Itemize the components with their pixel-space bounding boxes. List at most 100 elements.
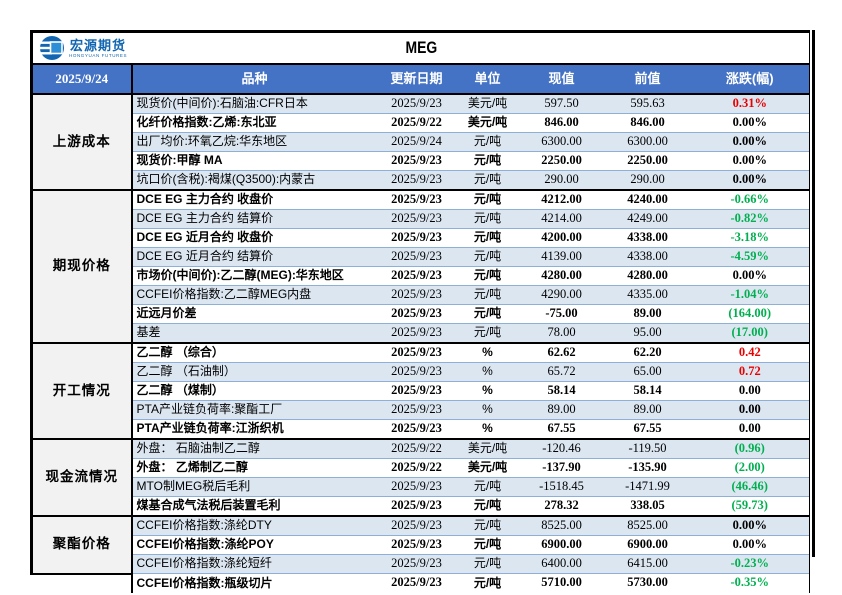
item-unit: % — [456, 342, 519, 363]
table-row: CCFEI价格指数:乙二醇MEG内盘 2025/9/23 元/吨 4290.00… — [32, 285, 810, 305]
item-current-value: 4290.00 — [518, 285, 605, 305]
item-change-value: 0.00 — [690, 419, 810, 439]
item-name: CCFEI价格指数:瓶级切片 — [130, 573, 377, 593]
item-change-value: 0.00% — [690, 535, 810, 555]
item-unit: % — [456, 400, 519, 420]
item-previous-value: 338.05 — [604, 496, 691, 516]
item-change-value: (17.00) — [690, 323, 810, 343]
table-row: 期现价格 DCE EG 主力合约 收盘价 2025/9/23 元/吨 4212.… — [30, 189, 810, 344]
item-update-date: 2025/9/23 — [376, 93, 457, 114]
item-change-value: -4.59% — [690, 247, 810, 267]
item-update-date: 2025/9/23 — [376, 151, 457, 171]
item-unit: % — [456, 381, 519, 401]
item-unit: 美元/吨 — [456, 113, 519, 133]
hongyuan-logo: 宏源期货 HONGYUAN FUTURES — [39, 35, 127, 61]
group-label: 开工情况 — [30, 342, 133, 440]
item-unit: 元/吨 — [456, 304, 519, 324]
item-previous-value: 6415.00 — [604, 554, 691, 574]
item-previous-value: 2250.00 — [604, 151, 691, 171]
item-name: 出厂均价:环氧乙烷:华东地区 — [130, 132, 377, 152]
item-unit: 元/吨 — [456, 496, 519, 516]
item-current-value: 58.14 — [518, 381, 605, 401]
item-name: DCE EG 主力合约 收盘价 — [130, 189, 377, 210]
item-name: CCFEI价格指数:乙二醇MEG内盘 — [130, 285, 377, 305]
item-name: 乙二醇 （石油制） — [130, 362, 377, 382]
col-header-update-date: 更新日期 — [376, 63, 457, 95]
table-row: CCFEI价格指数:涤纶POY 2025/9/23 元/吨 6900.00 69… — [32, 535, 810, 555]
item-update-date: 2025/9/23 — [376, 554, 457, 574]
table-row: CCFEI价格指数:涤纶短纤 2025/9/23 元/吨 6400.00 641… — [32, 554, 810, 574]
item-current-value: 2250.00 — [518, 151, 605, 171]
item-unit: % — [456, 419, 519, 439]
item-current-value: 278.32 — [518, 496, 605, 516]
item-unit: 元/吨 — [456, 151, 519, 171]
item-update-date: 2025/9/23 — [376, 362, 457, 382]
item-name: CCFEI价格指数:涤纶POY — [130, 535, 377, 555]
item-change-value: 0.00% — [690, 113, 810, 133]
col-header-variety: 品种 — [131, 63, 377, 95]
item-current-value: -120.46 — [518, 438, 605, 459]
item-current-value: 597.50 — [518, 93, 605, 114]
item-update-date: 2025/9/23 — [376, 170, 457, 190]
item-current-value: 67.55 — [518, 419, 605, 439]
item-current-value: 8525.00 — [518, 515, 605, 536]
item-change-value: -3.18% — [690, 228, 810, 248]
item-unit: 元/吨 — [456, 285, 519, 305]
item-current-value: -75.00 — [518, 304, 605, 324]
item-update-date: 2025/9/23 — [376, 209, 457, 229]
item-previous-value: 290.00 — [604, 170, 691, 190]
item-current-value: 290.00 — [518, 170, 605, 190]
logo-company-name-en: HONGYUAN FUTURES — [69, 52, 128, 58]
item-name: MTO制MEG税后毛利 — [130, 477, 377, 497]
item-name: CCFEI价格指数:涤纶DTY — [130, 515, 377, 536]
col-header-change: 涨跌(幅) — [690, 63, 810, 95]
item-previous-value: 4338.00 — [604, 228, 691, 248]
item-update-date: 2025/9/23 — [376, 342, 457, 363]
item-change-value: 0.72 — [690, 362, 810, 382]
item-change-value: -0.35% — [690, 573, 810, 593]
item-previous-value: 846.00 — [604, 113, 691, 133]
item-unit: 美元/吨 — [456, 458, 519, 478]
item-name: PTA产业链负荷率:江浙织机 — [130, 419, 377, 439]
group-label: 期现价格 — [30, 189, 133, 344]
item-name: 近远月价差 — [130, 304, 377, 324]
item-change-value: 0.00% — [690, 132, 810, 152]
item-previous-value: 89.00 — [604, 304, 691, 324]
item-name: 化纤价格指数:乙烯:东北亚 — [130, 113, 377, 133]
item-update-date: 2025/9/23 — [376, 573, 457, 593]
item-unit: 元/吨 — [456, 189, 519, 210]
table-row: DCE EG 主力合约 结算价 2025/9/23 元/吨 4214.00 42… — [32, 209, 810, 229]
item-name: DCE EG 主力合约 结算价 — [130, 209, 377, 229]
item-previous-value: 4335.00 — [604, 285, 691, 305]
item-update-date: 2025/9/22 — [376, 458, 457, 478]
item-current-value: -1518.45 — [518, 477, 605, 497]
item-update-date: 2025/9/23 — [376, 228, 457, 248]
item-name: DCE EG 近月合约 结算价 — [130, 247, 377, 267]
item-name: 市场价(中间价):乙二醇(MEG):华东地区 — [130, 266, 377, 286]
item-change-value: (59.73) — [690, 496, 810, 516]
item-previous-value: 4240.00 — [604, 189, 691, 210]
item-update-date: 2025/9/23 — [376, 247, 457, 267]
group-label: 现金流情况 — [30, 438, 133, 517]
item-update-date: 2025/9/22 — [376, 438, 457, 459]
item-name: 乙二醇 （综合） — [130, 342, 377, 363]
item-previous-value: 58.14 — [604, 381, 691, 401]
item-change-value: (46.46) — [690, 477, 810, 497]
item-current-value: 4214.00 — [518, 209, 605, 229]
item-change-value: -0.82% — [690, 209, 810, 229]
item-update-date: 2025/9/23 — [376, 285, 457, 305]
item-unit: 元/吨 — [456, 228, 519, 248]
item-name: 外盘： 乙烯制乙二醇 — [130, 458, 377, 478]
item-previous-value: 4338.00 — [604, 247, 691, 267]
item-change-value: 0.00% — [690, 515, 810, 536]
item-previous-value: 62.20 — [604, 342, 691, 363]
item-update-date: 2025/9/23 — [376, 381, 457, 401]
title-row: 宏源期货 HONGYUAN FUTURES MEG — [30, 30, 810, 64]
item-name: PTA产业链负荷率:聚酯工厂 — [130, 400, 377, 420]
item-update-date: 2025/9/23 — [376, 189, 457, 210]
item-previous-value: 95.00 — [604, 323, 691, 343]
item-previous-value: 6900.00 — [604, 535, 691, 555]
table-row: 聚酯价格 CCFEI价格指数:涤纶DTY 2025/9/23 元/吨 8525.… — [30, 515, 810, 575]
item-change-value: -1.04% — [690, 285, 810, 305]
table-row: 基差 2025/9/23 元/吨 78.00 95.00 (17.00) — [32, 323, 810, 343]
